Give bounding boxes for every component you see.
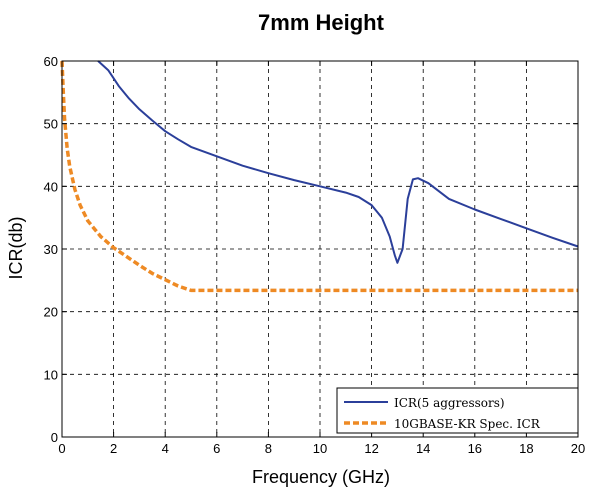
x-tick-label: 10 bbox=[313, 441, 327, 456]
y-tick-label: 30 bbox=[44, 242, 58, 257]
x-tick-label: 16 bbox=[468, 441, 482, 456]
x-tick-label: 6 bbox=[213, 441, 220, 456]
series-line-spec bbox=[60, 60, 578, 293]
y-tick-label: 50 bbox=[44, 117, 58, 132]
x-tick-label: 4 bbox=[162, 441, 169, 456]
x-tick-label: 2 bbox=[110, 441, 117, 456]
x-tick-label: 8 bbox=[265, 441, 272, 456]
plot-area bbox=[60, 60, 579, 293]
x-tick-label: 20 bbox=[571, 441, 585, 456]
legend-label-spec: 10GBASE-KR Spec. ICR bbox=[394, 417, 541, 431]
y-tick-label: 10 bbox=[44, 367, 58, 382]
y-tick-label: 40 bbox=[44, 179, 58, 194]
chart-title: 7mm Height bbox=[258, 10, 385, 35]
x-tick-label: 14 bbox=[416, 441, 430, 456]
x-tick-label: 12 bbox=[364, 441, 378, 456]
y-tick-label: 60 bbox=[44, 54, 58, 69]
legend: ICR(5 aggressors) 10GBASE-KR Spec. ICR bbox=[336, 387, 579, 434]
x-tick-label: 0 bbox=[58, 441, 65, 456]
axis-ticks: 0 2 4 6 8 10 12 14 16 18 20 0 10 20 30 40 50 60 bbox=[44, 54, 586, 456]
y-axis-label: ICR(db) bbox=[6, 216, 26, 279]
legend-box bbox=[336, 387, 579, 434]
x-tick-label: 18 bbox=[519, 441, 533, 456]
grid bbox=[62, 61, 578, 437]
y-tick-label: 20 bbox=[44, 305, 58, 320]
y-tick-label: 0 bbox=[51, 430, 58, 445]
series-line-icr bbox=[97, 60, 579, 264]
legend-label-icr: ICR(5 aggressors) bbox=[394, 396, 505, 410]
x-axis-label: Frequency (GHz) bbox=[252, 467, 390, 487]
